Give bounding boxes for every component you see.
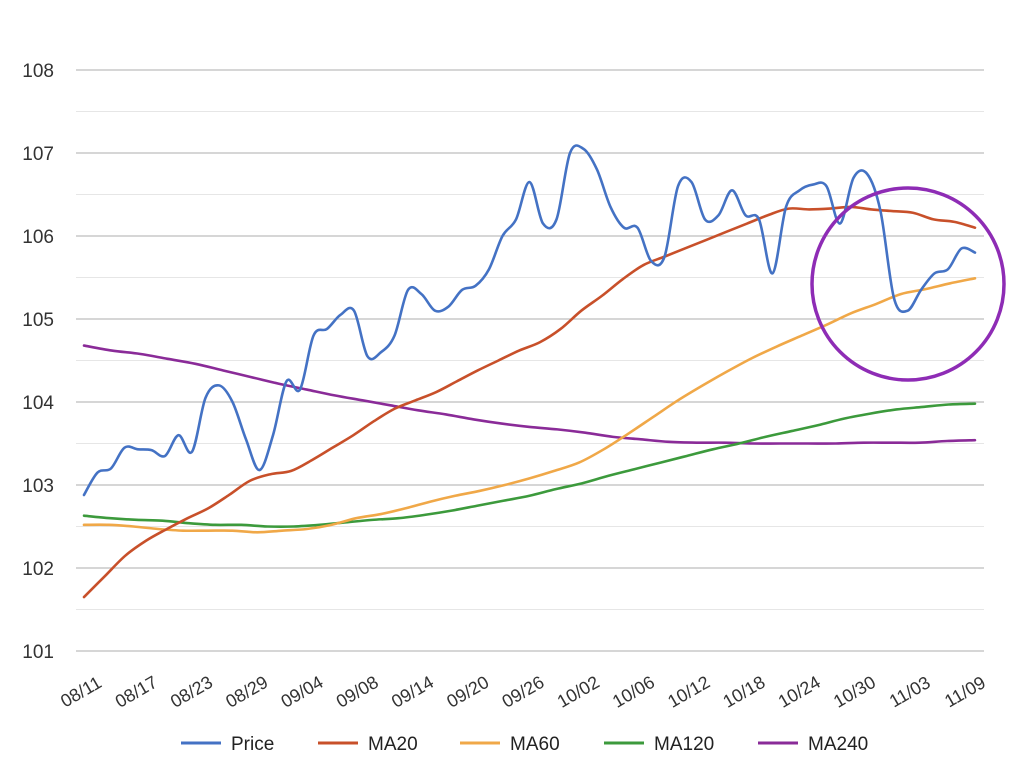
x-tick-label: 09/26 [498,672,547,712]
x-tick-label: 10/12 [664,672,713,712]
x-tick-label: 08/29 [222,672,271,712]
y-tick-label: 104 [22,393,54,414]
x-tick-label: 08/17 [112,672,161,712]
series-line-ma120 [84,404,975,527]
x-tick-label: 08/11 [57,672,105,711]
x-tick-label: 09/14 [388,672,437,712]
x-tick-label: 10/24 [775,672,824,712]
y-tick-label: 105 [22,310,54,331]
legend: Price MA20 MA60 MA120 MA240 [181,734,868,755]
x-tick-label: 09/04 [277,672,326,712]
x-tick-label: 11/09 [941,672,989,711]
chart-svg: 101 102 103 104 105 106 107 108 08/11 08/17 08/23… [0,0,1024,758]
annotations [812,188,1004,380]
y-tick-label: 101 [22,642,54,663]
y-tick-label: 108 [22,61,54,82]
x-tick-label: 10/02 [554,672,603,712]
y-axis-ticks: 101 102 103 104 105 106 107 108 [22,61,54,663]
legend-label-ma240: MA240 [808,734,868,755]
legend-label-ma20: MA20 [368,734,418,755]
legend-label-price: Price [231,734,274,755]
series-line-ma60 [84,278,975,532]
annotation-circle [812,188,1004,380]
x-tick-label: 09/20 [443,672,492,712]
x-tick-label: 10/30 [830,672,879,712]
x-tick-label: 08/23 [167,672,216,712]
x-axis-ticks: 08/11 08/17 08/23 08/29 09/04 09/08 09/14 09/20… [57,672,989,712]
chart: 101 102 103 104 105 106 107 108 08/11 08/17 08/23… [0,0,1024,758]
y-tick-label: 107 [22,144,54,165]
y-tick-label: 102 [22,559,54,580]
x-tick-label: 10/18 [719,672,768,712]
y-tick-label: 103 [22,476,54,497]
legend-label-ma60: MA60 [510,734,560,755]
y-tick-label: 106 [22,227,54,248]
x-tick-label: 09/08 [333,672,382,712]
x-tick-label: 11/03 [886,672,934,711]
legend-label-ma120: MA120 [654,734,714,755]
x-tick-label: 10/06 [609,672,658,712]
